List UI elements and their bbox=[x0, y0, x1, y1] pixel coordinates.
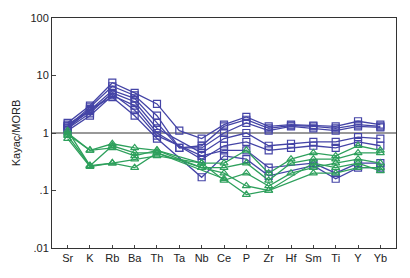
svg-text:Rb: Rb bbox=[105, 252, 119, 264]
svg-text:Sm: Sm bbox=[305, 252, 322, 264]
svg-text:K: K bbox=[86, 252, 94, 264]
svg-text:Y: Y bbox=[354, 252, 362, 264]
svg-text:Ti: Ti bbox=[331, 252, 340, 264]
svg-text:Ce: Ce bbox=[217, 252, 231, 264]
svg-text:Ta: Ta bbox=[174, 252, 187, 264]
svg-text:10: 10 bbox=[37, 69, 49, 81]
svg-text:.01: .01 bbox=[34, 242, 49, 254]
svg-text:Th: Th bbox=[151, 252, 164, 264]
svg-text:.1: .1 bbox=[40, 184, 49, 196]
svg-text:1: 1 bbox=[43, 127, 49, 139]
svg-text:Zr: Zr bbox=[263, 252, 274, 264]
svg-text:Ba: Ba bbox=[128, 252, 142, 264]
svg-text:Nb: Nb bbox=[195, 252, 209, 264]
svg-text:Sr: Sr bbox=[62, 252, 73, 264]
svg-text:Yb: Yb bbox=[374, 252, 387, 264]
svg-text:P: P bbox=[243, 252, 250, 264]
svg-text:100: 100 bbox=[30, 12, 48, 24]
svg-text:Kayaç/MORB: Kayaç/MORB bbox=[10, 100, 22, 167]
svg-text:Hf: Hf bbox=[286, 252, 298, 264]
